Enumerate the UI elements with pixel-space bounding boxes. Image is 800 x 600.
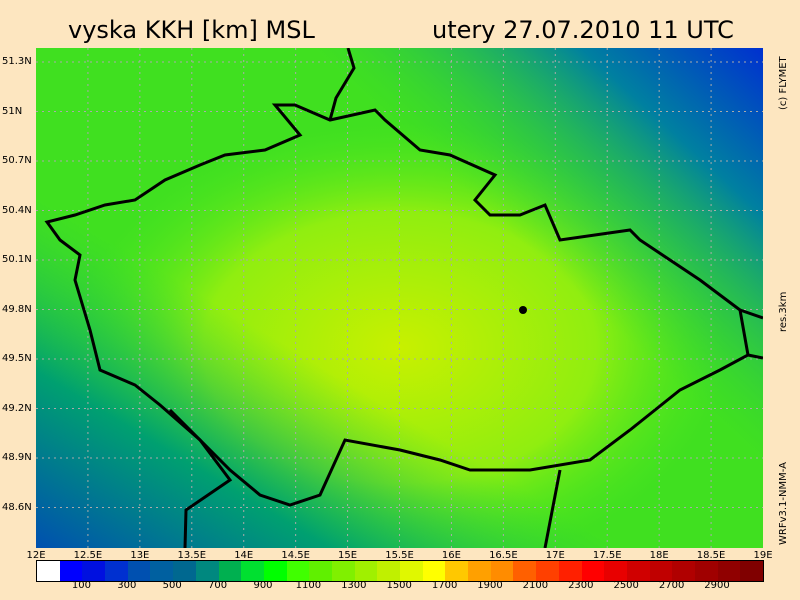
city-marker [519,306,527,314]
colorbar-swatch [354,561,378,581]
borders [44,48,763,548]
colorbar-swatch [286,561,310,581]
lon-label: 17.5E [592,550,622,561]
colorbar-swatch [37,561,60,581]
colorbar-swatch [604,561,627,581]
lon-label: 17E [545,550,565,561]
colorbar-swatch [105,561,128,581]
lon-label: 19E [753,550,773,561]
colorbar-swatch [150,561,174,581]
colorbar-swatch [717,561,741,581]
colorbar-swatch [331,561,355,581]
colorbar-swatch [649,561,673,581]
terrain-low-sw [36,48,763,548]
lon-label: 14.5E [281,550,310,561]
resolution-label: res.3km [778,291,789,332]
colorbar-label: 500 [162,580,182,591]
colorbar-swatch [241,561,264,581]
colorbar-label: 100 [71,580,91,591]
colorbar-swatch [218,561,242,581]
lon-label: 14E [234,550,254,561]
colorbar-swatch [445,561,469,581]
slovakia-hungary-border [747,353,763,360]
lat-label: 51N [2,105,23,117]
lon-label: 18.5E [696,550,726,561]
colorbar-label: 900 [253,580,273,591]
colorbar-swatch [513,561,537,581]
colorbar-swatch [581,561,605,581]
colorbar-label: 1100 [295,580,322,591]
colorbar-swatch [195,561,219,581]
colorbar-swatch [468,561,491,581]
lon-label: 16E [441,550,461,561]
colorbar-label: 1900 [477,580,503,591]
lon-label: 13E [130,550,150,561]
colorbar-label: 1300 [341,580,367,591]
graticule [36,48,763,548]
colorbar-label: 2900 [704,580,730,591]
colorbar-label: 1500 [386,580,412,591]
lat-label: 48.6N [2,501,32,513]
colorbar-swatch [490,561,514,581]
lat-label: 48.9N [2,452,32,463]
lat-label: 49.2N [2,402,32,414]
lon-label: 13.5E [177,550,207,561]
lat-label: 50.4N [2,204,32,216]
lat-label: 50.1N [2,254,32,265]
colorbar [36,560,764,582]
colorbar-swatch [626,561,650,581]
colorbar-label: 2700 [658,580,685,591]
model-label: WRFv3.1-NMM-A [778,462,789,545]
lat-label: 51.3N [2,56,32,67]
colorbar-label: 2500 [613,580,639,591]
colorbar-swatch [422,561,446,581]
colorbar-label: 2100 [522,580,549,591]
colorbar-swatch [694,561,718,581]
colorbar-swatch [82,561,106,581]
colorbar-swatch [173,561,196,581]
map-date: utery 27.07.2010 11 UTC [432,16,734,44]
copyright-label: (c) FLYMET [778,56,789,110]
lon-label: 15E [338,550,358,561]
colorbar-label: 300 [117,580,137,591]
lon-label: 12E [26,550,46,561]
colorbar-swatch [377,561,400,581]
colorbar-swatch [740,561,763,581]
austria-slovakia-border [543,469,562,548]
colorbar-swatch [59,561,83,581]
colorbar-label: 700 [208,580,228,591]
germany-austria-border [168,408,233,548]
lat-label: 50.7N [2,155,32,166]
colorbar-label: 1700 [431,580,458,591]
map-plot [36,48,763,548]
colorbar-swatch [127,561,151,581]
lon-label: 16.5E [489,550,518,561]
map-title: vyska KKH [km] MSL [68,16,315,44]
colorbar-swatch [558,561,582,581]
lon-label: 18E [649,550,669,561]
lon-label: 12.5E [73,550,103,561]
lat-label: 49.5N [2,353,32,364]
colorbar-swatch [400,561,423,581]
lat-label: 49.8N [2,303,32,315]
colorbar-swatch [263,561,287,581]
lon-label: 15.5E [385,550,414,561]
germany-poland-border [328,48,356,121]
colorbar-swatch [536,561,559,581]
poland-slovakia-border [739,308,763,320]
colorbar-label: 2300 [568,580,594,591]
colorbar-swatch [309,561,332,581]
colorbar-swatch [672,561,695,581]
